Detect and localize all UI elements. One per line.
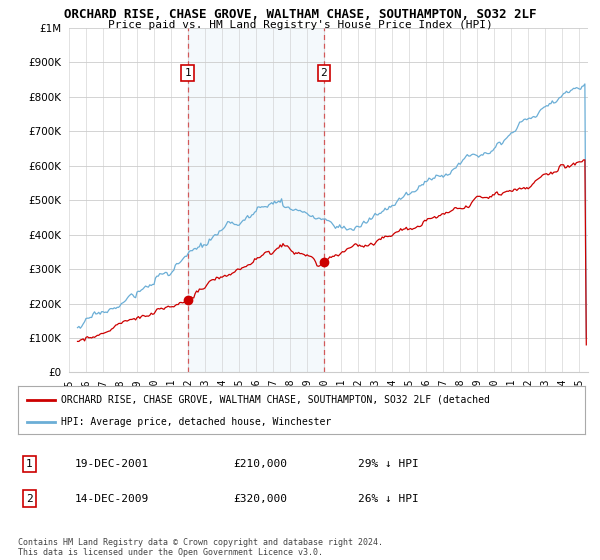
- Text: HPI: Average price, detached house, Winchester: HPI: Average price, detached house, Winc…: [61, 417, 331, 427]
- Text: 14-DEC-2009: 14-DEC-2009: [75, 493, 149, 503]
- Text: 19-DEC-2001: 19-DEC-2001: [75, 459, 149, 469]
- Text: 29% ↓ HPI: 29% ↓ HPI: [358, 459, 419, 469]
- Text: Contains HM Land Registry data © Crown copyright and database right 2024.
This d: Contains HM Land Registry data © Crown c…: [18, 538, 383, 557]
- Text: ORCHARD RISE, CHASE GROVE, WALTHAM CHASE, SOUTHAMPTON, SO32 2LF (detached: ORCHARD RISE, CHASE GROVE, WALTHAM CHASE…: [61, 395, 490, 405]
- Text: Price paid vs. HM Land Registry's House Price Index (HPI): Price paid vs. HM Land Registry's House …: [107, 20, 493, 30]
- Text: £320,000: £320,000: [233, 493, 287, 503]
- Text: 2: 2: [320, 68, 327, 78]
- Bar: [188, 28, 324, 372]
- Text: 1: 1: [26, 459, 33, 469]
- Text: ORCHARD RISE, CHASE GROVE, WALTHAM CHASE, SOUTHAMPTON, SO32 2LF: ORCHARD RISE, CHASE GROVE, WALTHAM CHASE…: [64, 8, 536, 21]
- Text: 1: 1: [184, 68, 191, 78]
- Text: 26% ↓ HPI: 26% ↓ HPI: [358, 493, 419, 503]
- Text: £210,000: £210,000: [233, 459, 287, 469]
- Text: 2: 2: [26, 493, 33, 503]
